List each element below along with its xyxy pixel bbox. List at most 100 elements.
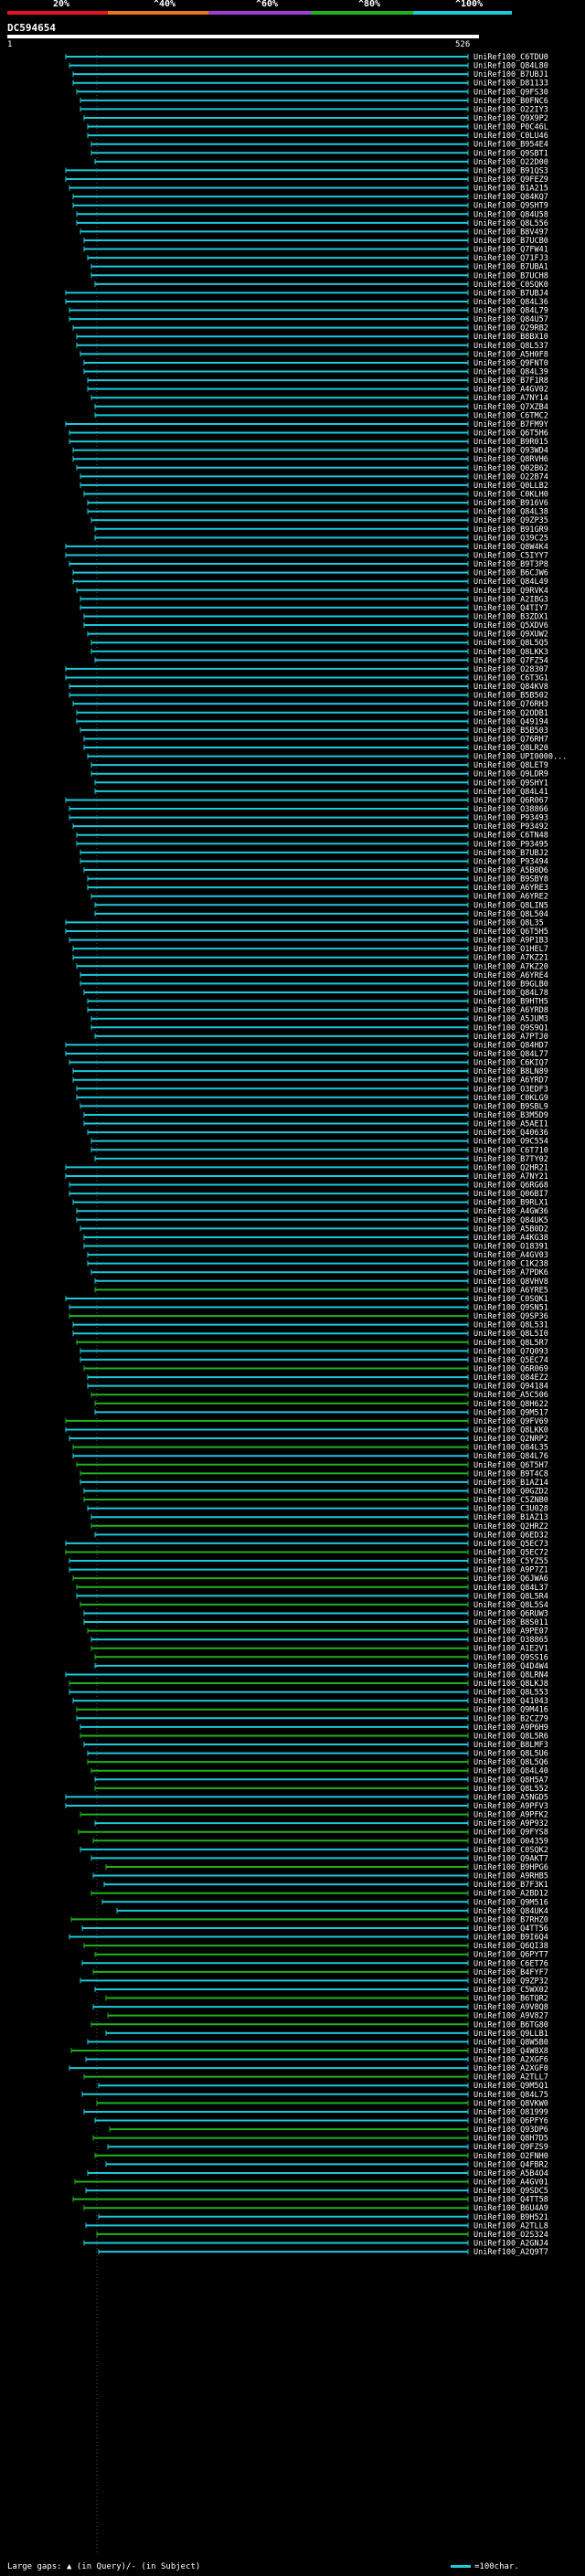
hit-label[interactable]: UniRef100_Q9X9P2 xyxy=(473,114,548,123)
hit-label[interactable]: UniRef100_A4GW36 xyxy=(473,1207,548,1216)
hit-row[interactable]: UniRef100_O22D00 xyxy=(94,158,548,167)
hit-label[interactable]: UniRef100_B7F1R8 xyxy=(473,376,548,386)
hit-row[interactable]: UniRef100_C0SQK0 xyxy=(94,281,548,290)
hit-label[interactable]: UniRef100_A7KZ20 xyxy=(473,962,548,971)
hit-label[interactable]: UniRef100_Q76RH7 xyxy=(473,735,548,744)
hit-row[interactable]: UniRef100_Q7FW41 xyxy=(83,246,548,255)
hit-row[interactable]: UniRef100_Q84HD7 xyxy=(65,1041,548,1050)
hit-label[interactable]: UniRef100_B8LN89 xyxy=(473,1067,548,1076)
hit-row[interactable]: UniRef100_O1HEL7 xyxy=(72,945,548,954)
hit-row[interactable]: UniRef100_Q9X9P2 xyxy=(83,114,548,123)
hit-label[interactable]: UniRef100_B1AZ14 xyxy=(473,1479,548,1488)
hit-label[interactable]: UniRef100_C0SQK1 xyxy=(473,1295,548,1304)
hit-row[interactable]: UniRef100_A1E2V1 xyxy=(90,1645,548,1654)
hit-label[interactable]: UniRef100_Q8L537 xyxy=(473,342,548,351)
hit-label[interactable]: UniRef100_B5B502 xyxy=(473,692,548,701)
hit-row[interactable]: UniRef100_B8S011 xyxy=(83,1618,548,1627)
hit-label[interactable]: UniRef100_A9PFK2 xyxy=(473,1811,548,1820)
hit-label[interactable]: UniRef100_Q4TT56 xyxy=(473,1924,548,1934)
hit-label[interactable]: UniRef100_Q84L38 xyxy=(473,508,548,517)
hit-label[interactable]: UniRef100_Q84L80 xyxy=(473,62,548,71)
hit-row[interactable]: UniRef100_Q9LLB1 xyxy=(105,2030,548,2039)
hit-row[interactable]: UniRef100_A5H0F8 xyxy=(80,350,548,359)
hit-row[interactable]: UniRef100_B4FYF7 xyxy=(92,1968,548,1977)
hit-row[interactable]: UniRef100_B0FNC6 xyxy=(80,97,548,106)
hit-row[interactable]: UniRef100_Q93DP6 xyxy=(109,2125,548,2135)
hit-row[interactable]: UniRef100_Q2ODB1 xyxy=(76,709,548,718)
hit-row[interactable]: UniRef100_Q84L78 xyxy=(83,989,548,998)
hit-row[interactable]: UniRef100_A6YRD8 xyxy=(87,1006,548,1015)
hit-row[interactable]: UniRef100_Q8LKK3 xyxy=(90,648,548,657)
hit-row[interactable]: UniRef100_Q8H622 xyxy=(94,1400,548,1409)
hit-label[interactable]: UniRef100_Q4TIY7 xyxy=(473,604,548,613)
hit-row[interactable]: UniRef100_C5ZNB0 xyxy=(83,1496,548,1505)
hit-row[interactable]: UniRef100_B9SBY8 xyxy=(87,875,548,885)
hit-row[interactable]: UniRef100_Q8LIN5 xyxy=(94,901,548,910)
hit-row[interactable]: UniRef100_B916V6 xyxy=(87,499,548,508)
hit-label[interactable]: UniRef100_O2S324 xyxy=(473,2231,548,2240)
hit-row[interactable]: UniRef100_Q02B62 xyxy=(76,464,548,473)
hit-label[interactable]: UniRef100_B3M5D9 xyxy=(473,1111,548,1120)
hit-row[interactable]: UniRef100_Q2NRP2 xyxy=(69,1435,548,1444)
hit-label[interactable]: UniRef100_Q2HRZ2 xyxy=(473,1522,548,1532)
hit-label[interactable]: UniRef100_Q6ED32 xyxy=(473,1531,548,1540)
hit-row[interactable]: UniRef100_Q8LET9 xyxy=(90,761,548,770)
hit-label[interactable]: UniRef100_B6CJW6 xyxy=(473,569,548,578)
hit-row[interactable]: UniRef100_Q9SHY1 xyxy=(94,779,548,788)
hit-row[interactable]: UniRef100_B7UCH8 xyxy=(90,271,548,281)
hit-row[interactable]: UniRef100_C5IYY7 xyxy=(65,551,548,560)
hit-label[interactable]: UniRef100_Q6RG68 xyxy=(473,1182,548,1191)
hit-row[interactable]: UniRef100_C1K238 xyxy=(87,1260,548,1269)
hit-label[interactable]: UniRef100_P0C46L xyxy=(473,123,548,133)
hit-label[interactable]: UniRef100_Q8L5Q6 xyxy=(473,1758,548,1767)
hit-row[interactable]: UniRef100_Q8L5R7 xyxy=(76,1339,548,1348)
hit-row[interactable]: UniRef100_C0SQK2 xyxy=(80,1846,548,1855)
hit-label[interactable]: UniRef100_Q8W4K4 xyxy=(473,543,548,552)
hit-row[interactable]: UniRef100_Q7Q093 xyxy=(80,1347,548,1356)
hit-label[interactable]: UniRef100_Q8L5R6 xyxy=(473,1732,548,1741)
hit-label[interactable]: UniRef100_Q84U58 xyxy=(473,210,548,219)
hit-label[interactable]: UniRef100_Q9FZS9 xyxy=(473,2143,548,2152)
hit-row[interactable]: UniRef100_Q84UK4 xyxy=(116,1907,548,1916)
hit-row[interactable]: UniRef100_A4GV01 xyxy=(74,2178,548,2188)
hit-row[interactable]: UniRef100_A2XGF0 xyxy=(69,2064,548,2073)
hit-row[interactable]: UniRef100_A2BD12 xyxy=(90,1890,548,1899)
hit-row[interactable]: UniRef100_A9PFV3 xyxy=(65,1802,548,1811)
hit-label[interactable]: UniRef100_Q8L531 xyxy=(473,1321,548,1330)
hit-label[interactable]: UniRef100_A4GV03 xyxy=(473,1251,548,1260)
hit-row[interactable]: UniRef100_B91QS3 xyxy=(65,166,548,175)
hit-label[interactable]: UniRef100_B7TY02 xyxy=(473,1155,548,1164)
hit-row[interactable]: UniRef100_Q6PYT7 xyxy=(94,1951,548,1960)
hit-label[interactable]: UniRef100_Q6T5H5 xyxy=(473,928,548,937)
hit-label[interactable]: UniRef100_Q5EC73 xyxy=(473,1540,548,1549)
hit-label[interactable]: UniRef100_A5JUM3 xyxy=(473,1015,548,1024)
hit-label[interactable]: UniRef100_Q29RB2 xyxy=(473,324,548,334)
hit-label[interactable]: UniRef100_Q7XZB4 xyxy=(473,403,548,412)
hit-row[interactable]: UniRef100_P93495 xyxy=(76,840,548,849)
hit-label[interactable]: UniRef100_B7UBJ2 xyxy=(473,849,548,858)
hit-label[interactable]: UniRef100_Q84L37 xyxy=(473,1584,548,1593)
hit-label[interactable]: UniRef100_Q4TT58 xyxy=(473,2196,548,2205)
hit-label[interactable]: UniRef100_P93495 xyxy=(473,840,548,849)
hit-label[interactable]: UniRef100_A4GV02 xyxy=(473,386,548,395)
hit-row[interactable]: UniRef100_Q84KQ7 xyxy=(72,193,548,202)
hit-label[interactable]: UniRef100_B9T4C8 xyxy=(473,1469,548,1479)
hit-label[interactable]: UniRef100_Q6T5H7 xyxy=(473,1461,548,1470)
hit-label[interactable]: UniRef100_B7F3K1 xyxy=(473,1881,548,1890)
hit-label[interactable]: UniRef100_Q84L36 xyxy=(473,298,548,307)
hit-row[interactable]: UniRef100_C0SQK1 xyxy=(65,1295,548,1304)
hit-row[interactable]: UniRef100_Q76RH3 xyxy=(72,700,548,709)
hit-label[interactable]: UniRef100_B8V497 xyxy=(473,228,548,237)
hit-label[interactable]: UniRef100_A5B4O4 xyxy=(473,2169,548,2178)
hit-label[interactable]: UniRef100_B7UCH8 xyxy=(473,271,548,281)
hit-row[interactable]: UniRef100_O81999 xyxy=(83,2108,548,2117)
hit-label[interactable]: UniRef100_A7PTJ0 xyxy=(473,1033,548,1042)
hit-label[interactable]: UniRef100_B9H521 xyxy=(473,2213,548,2222)
hit-label[interactable]: UniRef100_Q9M517 xyxy=(473,1408,548,1417)
hit-row[interactable]: UniRef100_UPI0000... xyxy=(87,753,567,762)
hit-label[interactable]: UniRef100_B9GLB0 xyxy=(473,980,548,989)
hit-label[interactable]: UniRef100_B3ZDX1 xyxy=(473,612,548,621)
hit-label[interactable]: UniRef100_A9P7Z1 xyxy=(473,1566,548,1575)
hit-row[interactable]: UniRef100_A6YRE2 xyxy=(90,893,548,902)
hit-row[interactable]: UniRef100_Q76RH7 xyxy=(83,735,548,744)
